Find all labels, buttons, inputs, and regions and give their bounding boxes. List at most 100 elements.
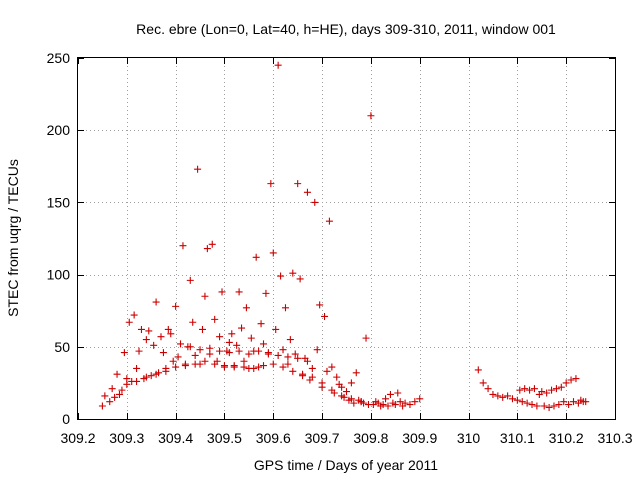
data-point: [352, 369, 360, 377]
data-point: [552, 385, 560, 393]
data-point: [489, 390, 497, 398]
data-point: [474, 366, 482, 374]
x-tick-label: 310.3: [597, 430, 632, 446]
data-point: [167, 330, 175, 338]
y-tick-label: 50: [54, 339, 70, 355]
data-point: [504, 392, 512, 400]
data-point: [169, 357, 177, 365]
data-point: [303, 188, 311, 196]
x-tick-label: 309.7: [305, 430, 340, 446]
data-point: [294, 354, 302, 362]
data-point: [299, 372, 307, 380]
data-point: [526, 386, 534, 394]
data-point: [560, 398, 568, 406]
data-point: [125, 318, 133, 326]
data-point: [255, 363, 263, 371]
x-tick-label: 310: [457, 430, 481, 446]
x-tick-label: 309.5: [207, 430, 242, 446]
data-point: [325, 217, 333, 225]
data-point: [252, 253, 260, 261]
data-point: [323, 367, 331, 375]
data-point: [328, 363, 336, 371]
plot-frame: [77, 57, 616, 420]
data-point: [101, 392, 109, 400]
data-point: [303, 357, 311, 365]
data-point: [113, 370, 121, 378]
data-point: [350, 399, 358, 407]
data-point: [172, 302, 180, 310]
x-tick-label: 309.2: [60, 430, 95, 446]
data-point: [201, 357, 209, 365]
data-point: [211, 360, 219, 368]
data-point: [264, 349, 272, 357]
data-point: [543, 389, 551, 397]
data-point: [284, 360, 292, 368]
data-point: [328, 386, 336, 394]
data-point: [196, 346, 204, 354]
data-point: [106, 398, 114, 406]
y-tick-label: 150: [47, 194, 71, 210]
data-point: [338, 383, 346, 391]
x-tick-label: 309.4: [158, 430, 193, 446]
data-point: [333, 373, 341, 381]
data-point: [528, 401, 536, 409]
axis-ticks: [78, 58, 616, 420]
data-point: [367, 112, 375, 120]
data-point: [289, 269, 297, 277]
data-point: [567, 376, 575, 384]
data-point: [540, 402, 548, 410]
data-point: [150, 341, 158, 349]
data-point: [145, 327, 153, 335]
data-point: [211, 315, 219, 323]
data-point: [494, 392, 502, 400]
x-tick-labels: 309.2 309.3 309.4 309.5 309.6 309.7 309.8 309.9…: [60, 430, 632, 446]
data-point: [177, 340, 185, 348]
data-point: [401, 399, 409, 407]
data-point: [391, 401, 399, 409]
x-tick-label: 310.2: [549, 430, 584, 446]
data-point: [137, 325, 145, 333]
data-point: [416, 395, 424, 403]
data-point: [203, 245, 211, 253]
data-point: [279, 363, 287, 371]
y-axis-title: STEC from uqrg / TECUs: [5, 159, 21, 317]
data-point: [321, 312, 329, 320]
data-point: [98, 402, 106, 410]
data-point: [521, 385, 529, 393]
data-point: [250, 364, 258, 372]
data-point: [174, 353, 182, 361]
chart-title: Rec. ebre (Lon=0, Lat=40, h=HE), days 30…: [136, 21, 556, 37]
data-point: [272, 325, 280, 333]
data-point: [289, 367, 297, 375]
grid-lines: [78, 58, 615, 419]
data-point: [194, 165, 202, 173]
data-point: [118, 386, 126, 394]
data-point: [230, 363, 238, 371]
data-point: [582, 398, 590, 406]
data-point: [518, 398, 526, 406]
data-point: [484, 385, 492, 393]
data-point: [115, 390, 123, 398]
data-point: [220, 362, 228, 370]
data-point: [269, 249, 277, 257]
data-point: [291, 350, 299, 358]
data-point: [179, 242, 187, 250]
data-point: [538, 388, 546, 396]
data-point: [308, 364, 316, 372]
data-point: [565, 401, 573, 409]
data-point: [130, 311, 138, 319]
data-point: [274, 351, 282, 359]
data-point: [152, 370, 160, 378]
data-point: [186, 343, 194, 351]
data-point: [284, 353, 292, 361]
data-point: [238, 324, 246, 332]
data-point: [279, 346, 287, 354]
data-point: [201, 292, 209, 300]
data-point: [533, 402, 541, 410]
data-point: [142, 373, 150, 381]
data-point: [311, 198, 319, 206]
data-point: [157, 333, 165, 341]
y-tick-label: 250: [47, 50, 71, 66]
data-point: [198, 325, 206, 333]
